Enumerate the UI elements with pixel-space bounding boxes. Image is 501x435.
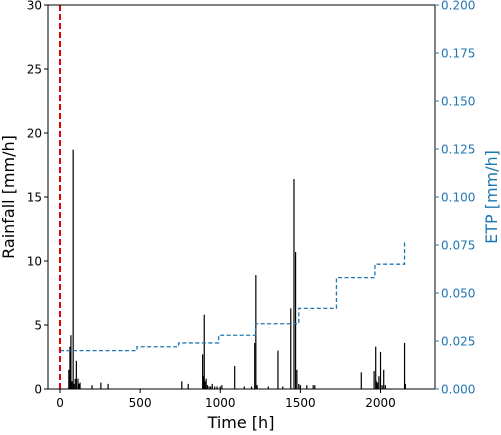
x-tick-label: 500 bbox=[129, 396, 152, 410]
y-left-tick-label: 15 bbox=[27, 191, 42, 205]
rainfall-bar bbox=[79, 382, 81, 389]
rainfall-bar bbox=[187, 383, 189, 389]
rainfall-bar bbox=[299, 385, 301, 389]
y-right-tick-label: 0.150 bbox=[441, 95, 475, 109]
rainfall-bar bbox=[254, 342, 256, 389]
rainfall-bar bbox=[377, 382, 379, 389]
rainfall-bar bbox=[72, 149, 74, 389]
rainfall-bar bbox=[360, 372, 362, 389]
rainfall-bar bbox=[107, 383, 109, 389]
rainfall-bar bbox=[203, 314, 205, 389]
y-right-tick-label: 0.100 bbox=[441, 191, 475, 205]
rainfall-bar bbox=[277, 350, 279, 389]
rainfall-bar bbox=[293, 179, 295, 389]
rainfall-bar bbox=[219, 386, 221, 389]
rainfall-bar bbox=[373, 371, 375, 389]
y-left-tick-label: 20 bbox=[27, 127, 42, 141]
y-right-tick-label: 0.050 bbox=[441, 287, 475, 301]
y-right-tick-label: 0.125 bbox=[441, 143, 475, 157]
rainfall-bar bbox=[378, 376, 380, 389]
rainfall-bar bbox=[375, 381, 378, 389]
rainfall-bar bbox=[78, 383, 80, 389]
x-tick-label: 1500 bbox=[285, 396, 316, 410]
rainfall-bar bbox=[208, 386, 210, 389]
x-tick-label: 2000 bbox=[365, 396, 396, 410]
y-left-tick-label: 30 bbox=[27, 0, 42, 13]
rainfall-bar bbox=[221, 385, 223, 389]
rainfall-bar bbox=[296, 369, 298, 389]
rainfall-bar bbox=[202, 354, 204, 389]
rainfall-bar bbox=[214, 386, 216, 389]
rainfall-bar bbox=[204, 381, 206, 389]
rainfall-bar bbox=[267, 386, 269, 389]
rainfall-bar bbox=[294, 252, 297, 389]
rainfall-bar bbox=[205, 378, 207, 389]
rainfall-bar bbox=[383, 369, 385, 389]
rainfall-bars bbox=[68, 149, 406, 389]
y-left-tick-label: 0 bbox=[34, 383, 42, 397]
rainfall-bar bbox=[290, 308, 292, 389]
rainfall-bar bbox=[404, 383, 406, 389]
rainfall-bar bbox=[77, 378, 79, 389]
x-tick-label: 1000 bbox=[205, 396, 236, 410]
x-tick-label: 0 bbox=[56, 396, 64, 410]
rainfall-bar bbox=[75, 360, 77, 389]
y-right-tick-label: 0.075 bbox=[441, 239, 475, 253]
rainfall-bar bbox=[306, 385, 308, 389]
rainfall-bar bbox=[71, 381, 73, 389]
rainfall-bar bbox=[384, 385, 386, 389]
y-right-tick-label: 0.175 bbox=[441, 47, 475, 61]
rainfall-bar bbox=[250, 386, 253, 389]
y-left-tick-label: 5 bbox=[34, 319, 42, 333]
rainfall-bar bbox=[298, 383, 300, 389]
y-right-tick-label: 0.200 bbox=[441, 0, 475, 13]
rainfall-bar bbox=[243, 386, 245, 389]
rainfall-bar bbox=[68, 369, 70, 389]
y-axis-left-label: Rainfall [mm/h] bbox=[0, 135, 18, 259]
rainfall-bar bbox=[100, 382, 102, 389]
rainfall-bar bbox=[210, 386, 212, 389]
rainfall-bar bbox=[255, 275, 257, 389]
rainfall-bar bbox=[70, 335, 72, 389]
rainfall-bar bbox=[234, 365, 236, 389]
rainfall-bar bbox=[211, 383, 213, 389]
rainfall-bar bbox=[69, 346, 71, 389]
y-left-tick-label: 10 bbox=[27, 255, 42, 269]
rainfall-bar bbox=[282, 386, 284, 389]
rainfall-bar bbox=[381, 385, 383, 389]
rainfall-bar bbox=[314, 385, 316, 389]
y-axis-right: 0.000 0.025 0.050 0.075 0.100 0.125 0.150 0.175… bbox=[435, 0, 475, 397]
rainfall-bar bbox=[375, 346, 377, 389]
rainfall-bar bbox=[202, 376, 205, 389]
rainfall-bar bbox=[403, 342, 406, 389]
y-right-tick-label: 0.025 bbox=[441, 335, 475, 349]
etp-series-line bbox=[60, 242, 407, 352]
x-axis-label: Time [h] bbox=[207, 413, 275, 431]
rainfall-bar bbox=[216, 386, 218, 389]
y-left-tick-label: 25 bbox=[27, 63, 42, 77]
y-axis-left: 0 5 10 15 20 25 30 bbox=[27, 0, 48, 397]
rainfall-bar bbox=[379, 351, 382, 389]
y-right-tick-label: 0.000 bbox=[441, 383, 475, 397]
rainfall-bar bbox=[206, 385, 209, 389]
etp-step-line bbox=[60, 242, 407, 352]
rainfall-bar bbox=[181, 381, 183, 389]
rainfall-bar bbox=[312, 385, 314, 389]
x-axis: 0 500 1000 1500 2000 bbox=[56, 389, 396, 410]
rainfall-bar bbox=[73, 383, 75, 389]
rainfall-bar bbox=[256, 385, 258, 389]
rainfall-bar bbox=[74, 378, 76, 389]
y-axis-right-label: ETP [mm/h] bbox=[482, 150, 501, 244]
rainfall-bar bbox=[91, 385, 93, 389]
